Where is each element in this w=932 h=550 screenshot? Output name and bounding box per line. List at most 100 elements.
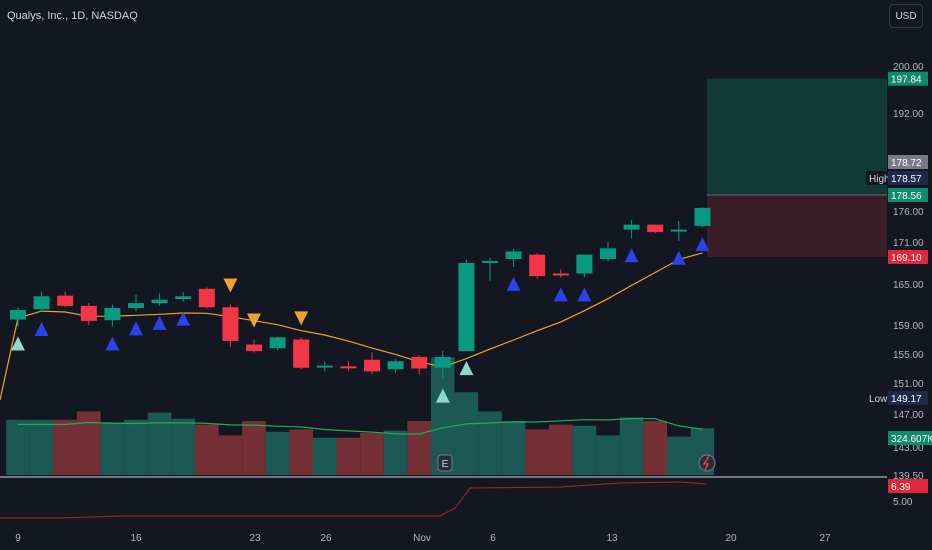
earnings-icon-label: E — [442, 459, 449, 470]
currency-button[interactable]: USD — [889, 4, 923, 28]
candle-body — [458, 262, 475, 352]
price-tick-label: 176.00 — [893, 207, 924, 218]
volume-bar — [667, 436, 691, 475]
volume-bar — [478, 411, 502, 475]
time-axis: 9 16 23 26 Nov 6 13 20 27 — [15, 533, 831, 544]
sell-signal-triangle — [294, 311, 309, 326]
volume-bar — [549, 424, 573, 475]
candle-body — [482, 260, 498, 263]
price-tick-label: 155.00 — [893, 350, 924, 361]
lower-indicator-pane — [0, 476, 887, 519]
candle-body — [529, 254, 546, 277]
target-price-badge-bg — [888, 71, 928, 86]
buy-signal-triangle — [152, 315, 167, 330]
price-tick-label: 143.00 — [893, 443, 924, 454]
buy-signal-triangle — [105, 336, 120, 351]
candle-body — [10, 309, 26, 320]
price-moving-average — [0, 252, 703, 401]
lower-indicator-badge-bg — [888, 479, 928, 493]
low-value-badge: 149.17 — [891, 394, 922, 405]
candle-body — [600, 248, 616, 259]
time-tick-label: 26 — [320, 533, 332, 544]
candle-body — [576, 254, 593, 274]
volume-bars — [6, 357, 715, 475]
volume-bar — [218, 435, 243, 475]
price-tick-label: 147.00 — [893, 410, 924, 421]
sell-signal-triangle — [247, 313, 261, 328]
volume-bar — [242, 421, 266, 475]
time-tick-label: 27 — [819, 533, 831, 544]
volume-badge: 324.607K — [891, 434, 932, 445]
low-label: Low — [869, 394, 888, 405]
volume-bar — [336, 437, 361, 475]
volume-bar — [6, 419, 30, 475]
flash-icon — [698, 454, 716, 472]
candle-body — [57, 295, 74, 306]
price-tick-label: 200.00 — [893, 62, 924, 73]
candle-body — [246, 344, 262, 352]
volume-bar — [313, 437, 337, 475]
entry-price-badge: 178.56 — [891, 191, 922, 202]
stop-price-badge-bg — [888, 250, 928, 264]
candle-body — [80, 305, 97, 321]
time-tick-label: 13 — [606, 533, 618, 544]
buy-signal-triangle — [459, 361, 474, 376]
price-tick-label: 165.00 — [893, 280, 924, 291]
candle-body — [340, 366, 357, 369]
volume-moving-average — [18, 418, 703, 435]
buy-signal-triangle — [695, 237, 710, 252]
high-label-bg — [866, 171, 888, 185]
time-tick-label: 9 — [15, 533, 21, 544]
time-tick-label: 20 — [725, 533, 737, 544]
time-tick-label: 16 — [130, 533, 142, 544]
flash-icon-bolt — [702, 455, 710, 471]
candle-body — [670, 229, 687, 232]
buy-signal-triangle — [553, 287, 568, 302]
candle-body — [33, 296, 50, 310]
price-tick-label: 192.00 — [893, 109, 924, 120]
candle-body — [222, 307, 239, 341]
volume-bar — [100, 422, 125, 475]
moving-average-lines — [0, 252, 703, 435]
candle-body — [552, 273, 569, 276]
risk-reward-zones — [707, 78, 887, 257]
stop-price-badge: 169.10 — [891, 253, 922, 264]
lower-tick-label: 5.00 — [893, 497, 913, 508]
lower-indicator-line — [0, 481, 708, 519]
high-value-badge: 178.57 — [891, 174, 922, 185]
volume-bar — [77, 411, 101, 475]
buy-signal-triangle — [624, 248, 639, 263]
buy-signal-triangle — [506, 276, 521, 291]
price-tick-label: 139.50 — [893, 471, 924, 482]
volume-bar — [383, 430, 408, 475]
buy-signal-triangle — [11, 336, 25, 351]
buy-signal-triangle — [577, 287, 592, 302]
candle-body — [694, 207, 711, 226]
volume-bar — [29, 419, 54, 475]
candle-body — [316, 365, 333, 368]
time-tick-label: 23 — [249, 533, 261, 544]
volume-bar — [572, 425, 597, 475]
lower-indicator-badge: 6.39 — [891, 482, 911, 493]
candle-body — [434, 356, 451, 368]
price-tick-label: 159.00 — [893, 321, 924, 332]
buy-signal-triangle — [34, 322, 49, 337]
candle-body — [269, 337, 286, 349]
volume-bar — [525, 429, 549, 475]
volume-bar — [501, 421, 526, 475]
candle-body — [175, 296, 192, 300]
volume-bar — [265, 431, 290, 475]
volume-bar — [124, 419, 148, 475]
volume-bar — [360, 433, 384, 475]
buy-signal-triangle — [129, 321, 143, 336]
buy-signal-triangle — [671, 250, 686, 265]
price-axis: 200.00 192.00 176.00 171.00 165.00 159.00 155.… — [866, 62, 932, 508]
signal-markers: E — [11, 237, 716, 472]
low-value-badge-bg — [888, 391, 928, 405]
volume-bar — [431, 357, 455, 475]
volume-bar — [596, 435, 620, 475]
candle-body — [364, 359, 380, 372]
time-tick-label: Nov — [413, 533, 431, 544]
volume-bar — [171, 418, 195, 475]
